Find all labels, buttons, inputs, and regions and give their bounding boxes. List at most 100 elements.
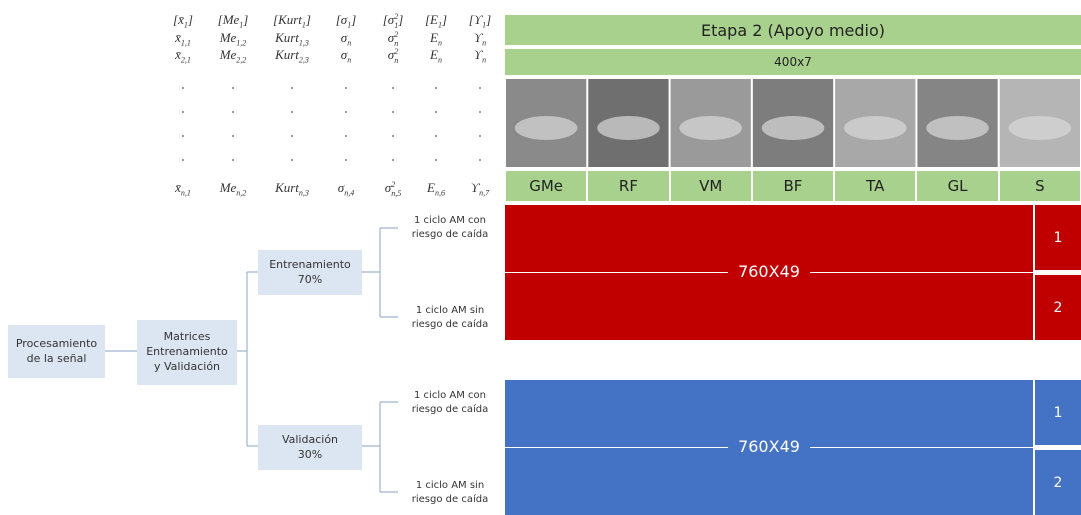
ellipsis-dot (479, 111, 481, 113)
cell-sup: 2 (394, 47, 399, 57)
cell-sub: 2,1 (180, 55, 191, 65)
cell-base: [E (424, 12, 438, 27)
ellipsis-dot (435, 111, 437, 113)
ellipsis-dot (345, 135, 347, 137)
cell-base: [σ (335, 12, 348, 27)
class-box: 2 (1035, 450, 1081, 515)
ellipsis-dot (182, 87, 184, 89)
ellipsis-dot (232, 111, 234, 113)
cell-base: ϒ (470, 180, 480, 195)
limb-silhouette (679, 116, 742, 140)
ellipsis-dot (345, 87, 347, 89)
ellipsis-dot (435, 135, 437, 137)
cell-after: ] (243, 12, 249, 27)
limb-silhouette (1008, 116, 1072, 140)
cell-sub: n,4 (344, 188, 355, 198)
matrix-cell: x̄2,1 (175, 47, 191, 65)
muscle-label: RF (588, 171, 669, 201)
cell-base: ϒ (473, 47, 483, 62)
ellipsis-dot (345, 159, 347, 161)
muscle-label: BF (752, 171, 834, 201)
cell-sup: 2 (394, 12, 399, 22)
cell-sub: 2,3 (298, 55, 309, 65)
cell-sub: 1 (183, 20, 188, 30)
muscle-label: GL (917, 171, 998, 201)
matrix-cell: Me2,2 (220, 47, 247, 65)
cell-base: [x̄ (173, 12, 184, 27)
block-size: 760X49 (728, 437, 810, 456)
cell-base: [Me (217, 12, 240, 27)
branch-box: Entrenamiento 70% (258, 250, 362, 295)
cell-base: σ (387, 30, 395, 45)
cell-sub: 1,3 (298, 38, 309, 48)
cell-sub: n,7 (479, 188, 490, 198)
cell-sub: n (347, 55, 352, 65)
cell-after: ] (398, 12, 404, 27)
cell-after: ] (305, 12, 311, 27)
cell-sub: n,6 (434, 188, 445, 198)
ellipsis-dot (232, 135, 234, 137)
cell-after: ] (187, 12, 193, 27)
cell-base: σ (340, 47, 348, 62)
cell-base: E (427, 180, 435, 195)
ellipsis-dot (392, 111, 394, 113)
root-box-text: Procesamiento de la señal (15, 336, 98, 365)
class-box: 1 (1035, 205, 1081, 270)
ellipsis-dot (182, 135, 184, 137)
cell-base: Me (219, 47, 237, 62)
matrix-cell: Kurtn,3 (275, 180, 309, 198)
matrix-cell: [ϒ1] (469, 12, 491, 30)
ellipsis-dot (479, 159, 481, 161)
matrix-cell: σn (341, 47, 351, 65)
matrix-cell: σn,4 (338, 180, 354, 198)
matrix-cell: ϒn (474, 47, 486, 65)
cell-sub: 2,2 (236, 55, 247, 65)
stage-bar: Etapa 2 (Apoyo medio) (505, 15, 1081, 45)
leaf-box: 1 ciclo AM con riesgo de caída (398, 380, 502, 425)
cell-sub: n (394, 39, 399, 49)
leaf-box-text: 1 ciclo AM sin riesgo de caída (411, 480, 489, 505)
ellipsis-dot (435, 87, 437, 89)
ellipsis-dot (345, 111, 347, 113)
cell-base: E (430, 47, 438, 62)
cell-sub: 1 (482, 20, 487, 30)
cell-sub: n (482, 38, 487, 48)
cell-base: Kurt (275, 30, 299, 45)
branch-box-text: Validación (281, 432, 339, 446)
matrix-cell: σ 2 n,5 (385, 180, 401, 198)
cell-base: x̄ (175, 47, 181, 62)
block-size: 760X49 (728, 262, 810, 281)
cell-base: σ (340, 30, 348, 45)
matrix-cell: x̄1,1 (175, 30, 191, 48)
leaf-box: 1 ciclo AM con riesgo de caída (398, 205, 502, 250)
ellipsis-dot (392, 159, 394, 161)
limb-silhouette (514, 116, 578, 140)
matrix-cell: En,6 (427, 180, 445, 198)
dims-bar: 400x7 (505, 49, 1081, 75)
cell-base: [σ (382, 12, 395, 27)
matrices-box: Matrices Entrenamiento y Validación (137, 320, 237, 385)
matrix-cell: [E1] (425, 12, 447, 30)
ellipsis-dot (392, 135, 394, 137)
cell-base: σ (384, 180, 392, 195)
matrix-cell: Kurt2,3 (275, 47, 309, 65)
muscle-label: S (999, 171, 1080, 201)
matrix-cell: σn (341, 30, 351, 48)
cell-sub: n,1 (180, 188, 191, 198)
leaf-box: 1 ciclo AM sin riesgo de caída (398, 470, 502, 515)
cell-sub: n,5 (391, 189, 402, 199)
cell-sub: 1,2 (236, 38, 247, 48)
leaf-box: 1 ciclo AM sin riesgo de caída (398, 295, 502, 340)
ellipsis-dot (291, 135, 293, 137)
cell-sub: n (482, 55, 487, 65)
cell-base: ϒ (473, 30, 483, 45)
cell-base: [Kurt (273, 12, 302, 27)
ellipsis-dot (435, 159, 437, 161)
leaf-box-text: 1 ciclo AM con riesgo de caída (411, 215, 489, 240)
cell-sub: n (437, 55, 442, 65)
cell-base: Me (219, 30, 237, 45)
ellipsis-dot (232, 159, 234, 161)
